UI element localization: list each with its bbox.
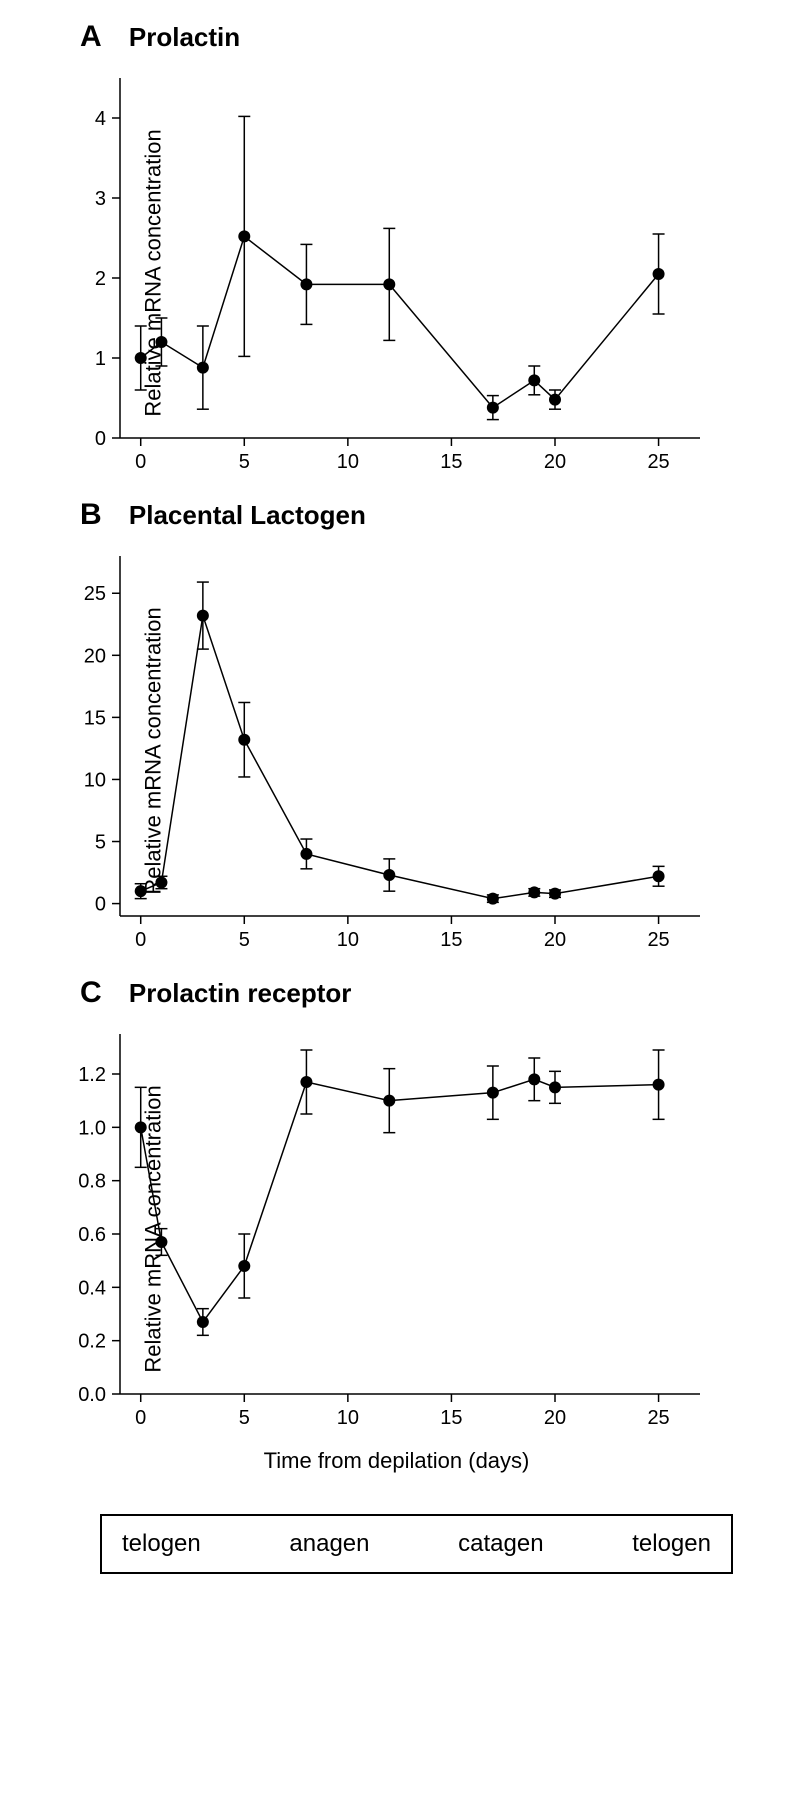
svg-text:2: 2 [95, 268, 106, 290]
svg-text:0.8: 0.8 [78, 1171, 106, 1193]
panel-a-svg: 0 1 2 3 4 0 5 10 15 20 25 [20, 58, 720, 488]
svg-text:0: 0 [135, 1407, 146, 1429]
svg-text:10: 10 [337, 1407, 359, 1429]
panel-c-chart-wrap: Relative mRNA concentration 0.0 0.2 0.4 0.6… [20, 1014, 720, 1444]
svg-text:0: 0 [135, 929, 146, 951]
svg-text:25: 25 [84, 583, 106, 605]
panel-b-chart-wrap: Relative mRNA concentration 0 5 10 15 20 25 0 5… [20, 536, 720, 966]
panel-b-letter: B [80, 498, 102, 531]
panel-c-ylabel: Relative mRNA concentration [141, 1085, 167, 1372]
svg-text:5: 5 [239, 1407, 250, 1429]
svg-text:3: 3 [95, 188, 106, 210]
svg-text:10: 10 [337, 929, 359, 951]
panel-a: A Prolactin Relative mRNA concentration … [20, 20, 773, 488]
svg-text:0.4: 0.4 [78, 1277, 106, 1299]
phase-label: telogen [632, 1530, 711, 1558]
phase-label: anagen [289, 1530, 369, 1558]
panel-c-name: Prolactin receptor [129, 978, 352, 1008]
svg-text:20: 20 [544, 451, 566, 473]
svg-text:25: 25 [647, 451, 669, 473]
svg-text:5: 5 [239, 451, 250, 473]
svg-text:20: 20 [544, 929, 566, 951]
panel-b-title: B Placental Lactogen [80, 498, 773, 532]
svg-text:0: 0 [95, 894, 106, 916]
svg-text:0.2: 0.2 [78, 1331, 106, 1353]
svg-text:4: 4 [95, 108, 106, 130]
panel-a-ylabel: Relative mRNA concentration [141, 129, 167, 416]
panel-a-letter: A [80, 20, 102, 53]
svg-text:15: 15 [440, 929, 462, 951]
svg-text:1.2: 1.2 [78, 1064, 106, 1086]
svg-text:0.0: 0.0 [78, 1384, 106, 1406]
svg-text:0.6: 0.6 [78, 1224, 106, 1246]
phase-label: catagen [458, 1530, 543, 1558]
svg-text:25: 25 [647, 929, 669, 951]
panel-b: B Placental Lactogen Relative mRNA conce… [20, 498, 773, 966]
phase-label: telogen [122, 1530, 201, 1558]
svg-text:0: 0 [95, 428, 106, 450]
svg-text:10: 10 [84, 769, 106, 791]
panel-a-chart-wrap: Relative mRNA concentration 0 1 2 3 4 0 5 10 15 2… [20, 58, 720, 488]
svg-text:5: 5 [239, 929, 250, 951]
figure-container: A Prolactin Relative mRNA concentration … [20, 20, 773, 1574]
panel-b-svg: 0 5 10 15 20 25 0 5 10 15 20 25 [20, 536, 720, 966]
panel-b-name: Placental Lactogen [129, 500, 366, 530]
panel-a-name: Prolactin [129, 22, 240, 52]
panel-c-xlabel: Time from depilation (days) [20, 1448, 773, 1474]
svg-text:1: 1 [95, 348, 106, 370]
svg-text:10: 10 [337, 451, 359, 473]
svg-text:15: 15 [84, 707, 106, 729]
panel-c-title: C Prolactin receptor [80, 976, 773, 1010]
svg-text:1.0: 1.0 [78, 1117, 106, 1139]
panel-c-letter: C [80, 976, 102, 1009]
svg-text:15: 15 [440, 1407, 462, 1429]
panel-a-title: A Prolactin [80, 20, 773, 54]
svg-text:0: 0 [135, 451, 146, 473]
svg-text:20: 20 [84, 645, 106, 667]
svg-text:15: 15 [440, 451, 462, 473]
phase-box: telogen anagen catagen telogen [100, 1514, 733, 1574]
panel-b-ylabel: Relative mRNA concentration [141, 607, 167, 894]
svg-text:20: 20 [544, 1407, 566, 1429]
svg-text:25: 25 [647, 1407, 669, 1429]
panel-c-svg: 0.0 0.2 0.4 0.6 0.8 1.0 1.2 0 5 10 15 20 25 [20, 1014, 720, 1444]
svg-text:5: 5 [95, 832, 106, 854]
panel-c: C Prolactin receptor Relative mRNA conce… [20, 976, 773, 1474]
